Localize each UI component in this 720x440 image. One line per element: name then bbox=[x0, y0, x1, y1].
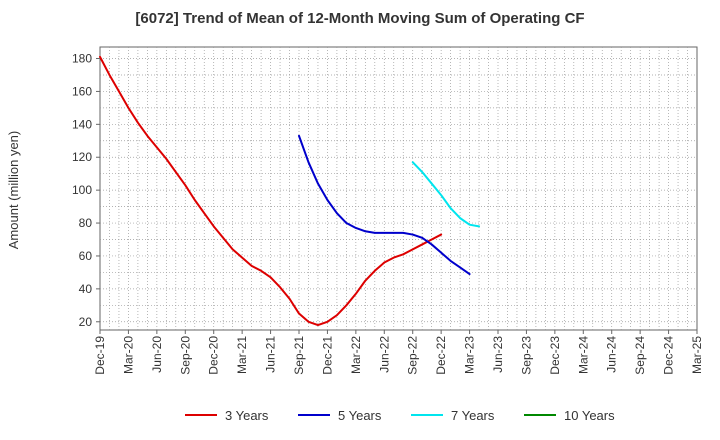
x-tick-label: Mar-25 bbox=[690, 336, 704, 374]
y-tick-label: 60 bbox=[79, 249, 93, 263]
grid-layer bbox=[100, 47, 697, 330]
x-tick-label: Dec-24 bbox=[662, 336, 676, 375]
x-tick-label: Jun-21 bbox=[264, 336, 278, 373]
x-tick-label: Dec-22 bbox=[434, 336, 448, 375]
x-tick-label: Sep-24 bbox=[633, 336, 647, 375]
y-tick-label: 120 bbox=[72, 150, 92, 164]
x-tick-label: Sep-23 bbox=[519, 336, 533, 375]
x-tick-label: Mar-22 bbox=[349, 336, 363, 374]
x-tick-label: Mar-23 bbox=[463, 336, 477, 374]
y-tick-label: 20 bbox=[79, 315, 93, 329]
x-tick-label: Jun-23 bbox=[491, 336, 505, 373]
x-tick-label: Dec-21 bbox=[320, 336, 334, 375]
x-tick-label: Mar-24 bbox=[576, 336, 590, 374]
legend: 3 Years 5 Years 7 Years 10 Years bbox=[185, 408, 615, 423]
x-tick-label: Sep-20 bbox=[178, 336, 192, 375]
y-tick-label: 180 bbox=[72, 52, 92, 66]
y-axis-title: Amount (million yen) bbox=[6, 131, 21, 250]
y-tick-label: 80 bbox=[79, 216, 93, 230]
y-tick-label: 100 bbox=[72, 183, 92, 197]
x-tick-label: Jun-22 bbox=[377, 336, 391, 373]
legend-label: 3 Years bbox=[225, 408, 269, 423]
x-tick-label: Dec-23 bbox=[548, 336, 562, 375]
y-tick-label: 40 bbox=[79, 282, 93, 296]
legend-label: 7 Years bbox=[451, 408, 495, 423]
x-tick-label: Sep-21 bbox=[292, 336, 306, 375]
plot-frame bbox=[99, 46, 698, 331]
y-tick-labels: 20 40 60 80 100 120 140 160 180 bbox=[72, 52, 100, 329]
chart-title: [6072] Trend of Mean of 12-Month Moving … bbox=[135, 10, 585, 27]
x-tick-labels: Dec-19 Mar-20 Jun-20 Sep-20 Dec-20 Mar-21 Jun-… bbox=[93, 330, 704, 375]
x-tick-label: Mar-20 bbox=[121, 336, 135, 374]
x-tick-label: Sep-22 bbox=[406, 336, 420, 375]
x-tick-label: Dec-19 bbox=[93, 336, 107, 375]
x-tick-label: Dec-20 bbox=[207, 336, 221, 375]
y-tick-label: 160 bbox=[72, 84, 92, 98]
series-line-7-years bbox=[411, 161, 481, 228]
x-tick-label: Mar-21 bbox=[235, 336, 249, 374]
legend-label: 5 Years bbox=[338, 408, 382, 423]
x-tick-label: Jun-24 bbox=[605, 336, 619, 373]
series-line-5-years bbox=[298, 134, 471, 276]
series-line-3-years bbox=[99, 55, 443, 327]
x-tick-label: Jun-20 bbox=[150, 336, 164, 373]
y-tick-label: 140 bbox=[72, 117, 92, 131]
legend-label: 10 Years bbox=[564, 408, 615, 423]
series-layer bbox=[99, 55, 481, 327]
